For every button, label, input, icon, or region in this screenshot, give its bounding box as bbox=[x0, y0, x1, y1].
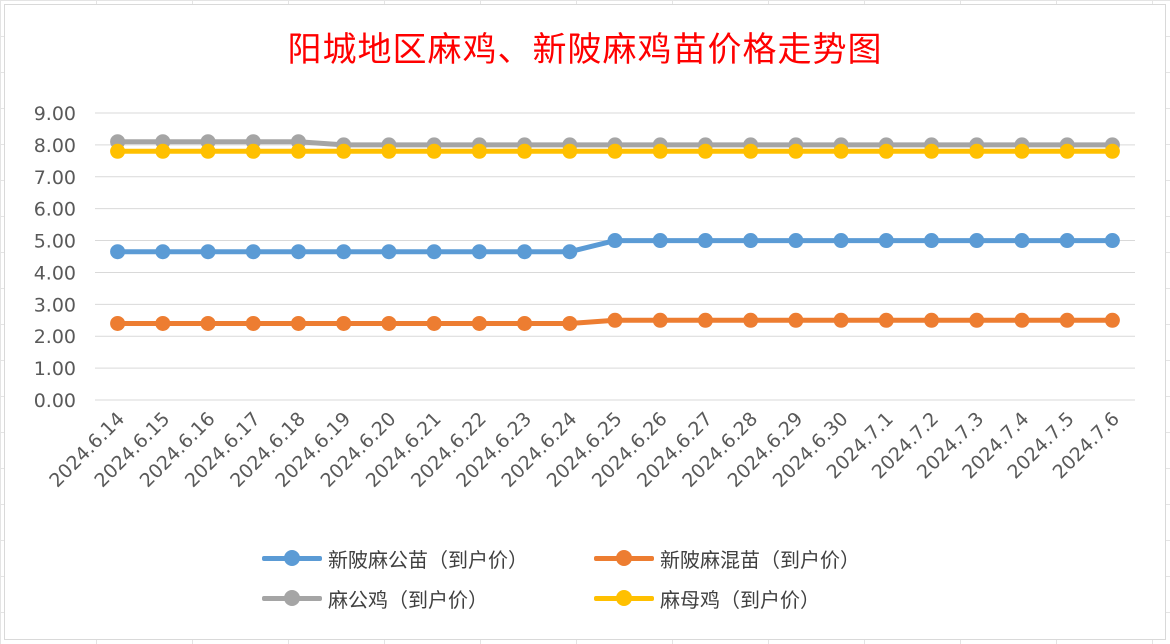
data-point-s2-15 bbox=[788, 312, 804, 328]
data-point-s2-20 bbox=[1014, 312, 1030, 328]
data-point-s4-4 bbox=[290, 143, 306, 159]
data-point-s4-6 bbox=[381, 143, 397, 159]
y-tick-label-7: 7.00 bbox=[34, 167, 76, 189]
y-tick-label-0: 0.00 bbox=[34, 390, 76, 412]
data-point-s1-7 bbox=[426, 244, 442, 260]
data-point-s1-5 bbox=[336, 244, 352, 260]
data-point-s2-4 bbox=[290, 315, 306, 331]
data-point-s1-12 bbox=[652, 233, 668, 249]
data-point-s2-18 bbox=[924, 312, 940, 328]
data-point-s1-22 bbox=[1104, 233, 1120, 249]
y-tick-label-6: 6.00 bbox=[34, 199, 76, 221]
data-point-s4-21 bbox=[1059, 143, 1075, 159]
data-point-s4-0 bbox=[110, 143, 126, 159]
legend-marker-series-3 bbox=[262, 588, 322, 608]
data-point-s2-17 bbox=[878, 312, 894, 328]
y-tick-label-2: 2.00 bbox=[34, 326, 76, 348]
y-tick-label-8: 8.00 bbox=[34, 135, 76, 157]
data-point-s4-16 bbox=[833, 143, 849, 159]
legend-marker-series-2 bbox=[594, 548, 654, 568]
chart-title: 阳城地区麻鸡、新陂麻鸡苗价格走势图 bbox=[287, 30, 883, 70]
data-point-s1-4 bbox=[290, 244, 306, 260]
data-point-s2-7 bbox=[426, 315, 442, 331]
data-point-s1-20 bbox=[1014, 233, 1030, 249]
data-point-s4-7 bbox=[426, 143, 442, 159]
data-point-s1-11 bbox=[607, 233, 623, 249]
y-tick-label-4: 4.00 bbox=[34, 262, 76, 284]
data-point-s1-2 bbox=[200, 244, 216, 260]
legend-label-series-2: 新陂麻混苗（到户价） bbox=[660, 547, 860, 572]
data-point-s1-14 bbox=[743, 233, 759, 249]
data-point-s1-17 bbox=[878, 233, 894, 249]
data-point-s4-3 bbox=[245, 143, 261, 159]
data-point-s2-6 bbox=[381, 315, 397, 331]
data-point-s2-12 bbox=[652, 312, 668, 328]
data-point-s2-11 bbox=[607, 312, 623, 328]
data-point-s2-19 bbox=[969, 312, 985, 328]
data-point-s2-3 bbox=[245, 315, 261, 331]
data-point-s2-10 bbox=[562, 315, 578, 331]
data-point-s4-9 bbox=[517, 143, 533, 159]
y-tick-label-9: 9.00 bbox=[34, 103, 76, 125]
data-point-s1-18 bbox=[924, 233, 940, 249]
legend-item-series-2[interactable]: 新陂麻混苗（到户价） bbox=[594, 540, 860, 576]
legend-item-series-3[interactable]: 麻公鸡（到户价） bbox=[262, 580, 488, 616]
data-point-s4-12 bbox=[652, 143, 668, 159]
legend-marker-series-4 bbox=[594, 588, 654, 608]
data-point-s4-18 bbox=[924, 143, 940, 159]
data-point-s2-16 bbox=[833, 312, 849, 328]
data-point-s1-10 bbox=[562, 244, 578, 260]
chart-legend: 新陂麻公苗（到户价） 新陂麻混苗（到户价） 麻公鸡（到户价） 麻母鸡（到户价） bbox=[0, 540, 1170, 620]
data-point-s2-0 bbox=[110, 315, 126, 331]
legend-item-series-4[interactable]: 麻母鸡（到户价） bbox=[594, 580, 820, 616]
data-point-s2-2 bbox=[200, 315, 216, 331]
data-point-s1-15 bbox=[788, 233, 804, 249]
data-point-s1-16 bbox=[833, 233, 849, 249]
data-point-s2-1 bbox=[155, 315, 171, 331]
data-point-s4-15 bbox=[788, 143, 804, 159]
data-point-s1-0 bbox=[110, 244, 126, 260]
legend-marker-series-1 bbox=[262, 548, 322, 568]
data-point-s2-5 bbox=[336, 315, 352, 331]
data-point-s4-22 bbox=[1104, 143, 1120, 159]
data-point-s2-13 bbox=[697, 312, 713, 328]
data-point-s1-3 bbox=[245, 244, 261, 260]
legend-item-series-1[interactable]: 新陂麻公苗（到户价） bbox=[262, 540, 528, 576]
y-tick-label-1: 1.00 bbox=[34, 358, 76, 380]
data-point-s2-21 bbox=[1059, 312, 1075, 328]
data-point-s1-8 bbox=[471, 244, 487, 260]
data-point-s2-8 bbox=[471, 315, 487, 331]
data-point-s4-14 bbox=[743, 143, 759, 159]
data-point-s4-2 bbox=[200, 143, 216, 159]
data-point-s2-9 bbox=[517, 315, 533, 331]
data-point-s4-8 bbox=[471, 143, 487, 159]
data-point-s1-13 bbox=[697, 233, 713, 249]
data-point-s4-19 bbox=[969, 143, 985, 159]
data-point-s1-21 bbox=[1059, 233, 1075, 249]
legend-label-series-3: 麻公鸡（到户价） bbox=[328, 587, 488, 612]
data-point-s4-10 bbox=[562, 143, 578, 159]
data-point-s2-14 bbox=[743, 312, 759, 328]
y-tick-label-3: 3.00 bbox=[34, 294, 76, 316]
data-point-s4-5 bbox=[336, 143, 352, 159]
data-point-s2-22 bbox=[1104, 312, 1120, 328]
legend-label-series-1: 新陂麻公苗（到户价） bbox=[328, 547, 528, 572]
data-point-s1-19 bbox=[969, 233, 985, 249]
data-point-s4-13 bbox=[697, 143, 713, 159]
data-point-s1-9 bbox=[517, 244, 533, 260]
data-point-s1-1 bbox=[155, 244, 171, 260]
data-point-s4-1 bbox=[155, 143, 171, 159]
data-point-s4-17 bbox=[878, 143, 894, 159]
data-point-s4-20 bbox=[1014, 143, 1030, 159]
data-point-s4-11 bbox=[607, 143, 623, 159]
data-point-s1-6 bbox=[381, 244, 397, 260]
y-tick-label-5: 5.00 bbox=[34, 231, 76, 253]
legend-label-series-4: 麻母鸡（到户价） bbox=[660, 587, 820, 612]
